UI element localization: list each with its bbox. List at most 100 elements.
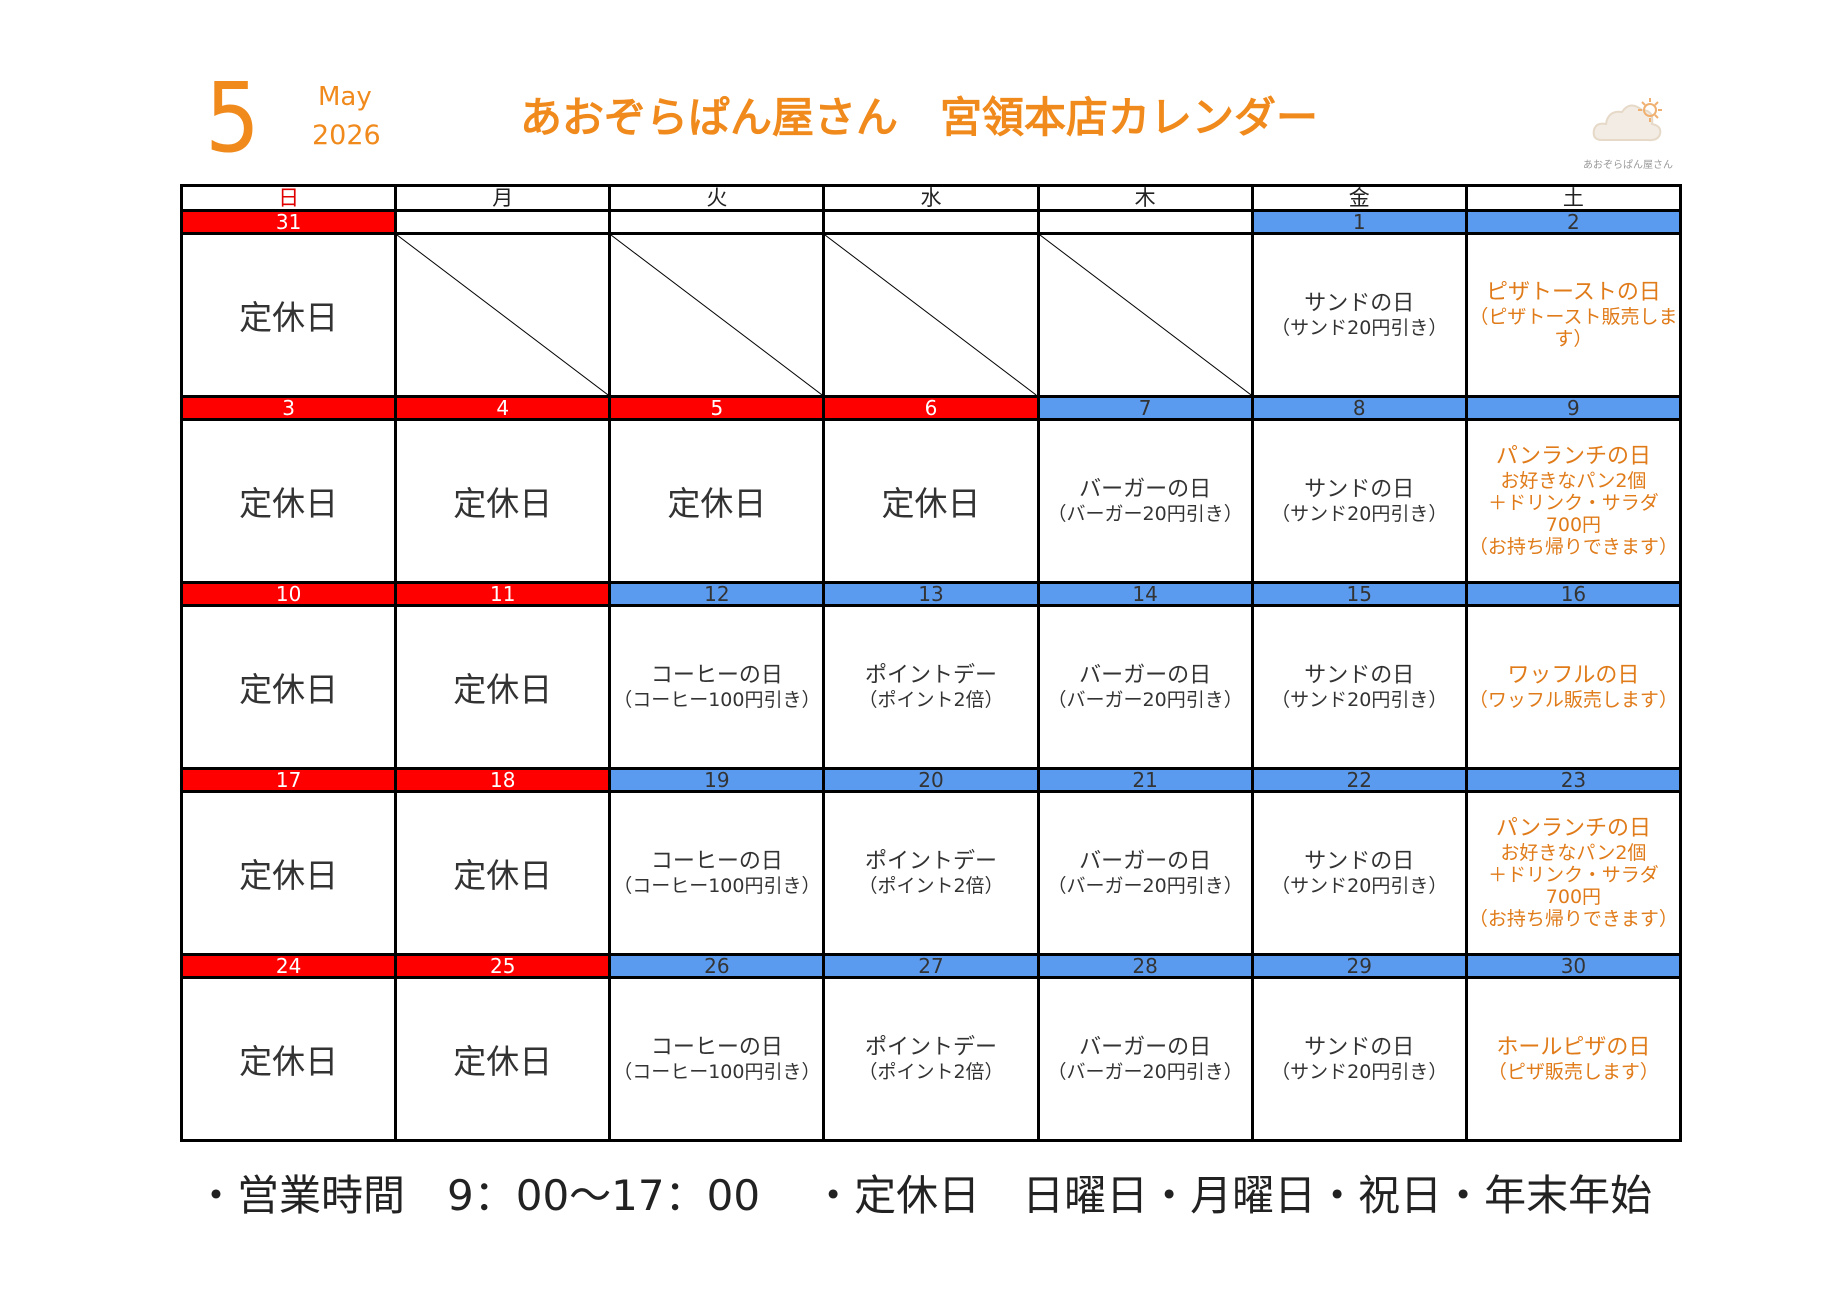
- day-cell: [822, 232, 1040, 398]
- event-line: （サンド20円引き）: [1271, 503, 1448, 525]
- event-line: ワッフルの日: [1507, 663, 1640, 688]
- date: 23: [1560, 768, 1587, 792]
- date: 9: [1567, 396, 1580, 420]
- day-cell: 定休日: [394, 604, 612, 770]
- date: 28: [1132, 954, 1158, 978]
- day-cell: 定休日: [608, 418, 826, 584]
- date-cell: 24: [179, 953, 398, 979]
- event-line: コーヒーの日: [650, 1035, 783, 1060]
- day-cell: サンドの日 （サンド20円引き）: [1250, 232, 1468, 398]
- date-cell: 13: [822, 581, 1040, 607]
- event-line: ポイントデー: [864, 1035, 997, 1060]
- date-cell: 8: [1250, 395, 1468, 421]
- event-line: バーガーの日: [1079, 1035, 1212, 1060]
- day-cell: ポイントデー （ポイント2倍）: [822, 604, 1040, 770]
- diagonal: [1040, 235, 1251, 395]
- date-cell: 12: [608, 581, 826, 607]
- date: 6: [924, 396, 938, 420]
- diagonal-line: [397, 235, 608, 395]
- year: 2026: [312, 120, 381, 151]
- event-line: コーヒーの日: [650, 663, 783, 688]
- date-row: 24 25 26 27 28 29 30: [179, 953, 1683, 979]
- date-cell: 18: [394, 767, 612, 793]
- date: 3: [282, 396, 295, 420]
- body-row: 定休日 定休日 コーヒーの日 （コーヒー100円引き） ポイントデー （ポイント2倍） バー…: [179, 604, 1683, 770]
- day-cell: バーガーの日 （バーガー20円引き）: [1036, 418, 1254, 584]
- date-cell: [394, 209, 612, 235]
- event-line: サンドの日: [1304, 663, 1415, 688]
- event-line: パンランチの日: [1495, 444, 1651, 469]
- date-cell: 22: [1250, 767, 1468, 793]
- event-line: サンドの日: [1304, 849, 1415, 874]
- event-line: （バーガー20円引き）: [1047, 875, 1243, 897]
- event-line: （サンド20円引き）: [1271, 1061, 1448, 1083]
- event-line: ホールピザの日: [1496, 1035, 1651, 1060]
- date: 22: [1346, 768, 1372, 792]
- closed-label: 定休日: [667, 484, 767, 523]
- event-line: サンドの日: [1304, 291, 1415, 316]
- closed-label: 定休日: [453, 856, 553, 895]
- date: 21: [1132, 768, 1158, 792]
- date-cell: 14: [1036, 581, 1254, 607]
- weekday: 木: [1036, 184, 1254, 212]
- date: 20: [918, 768, 944, 792]
- date: 2: [1567, 210, 1580, 234]
- date-cell: [1036, 209, 1254, 235]
- day-cell: ホールピザの日 （ピザ販売します）: [1464, 976, 1683, 1142]
- day-cell: バーガーの日 （バーガー20円引き）: [1036, 790, 1254, 956]
- date: 18: [489, 768, 516, 792]
- weekday-row: 日月火水木金土: [179, 184, 1683, 212]
- footer: ・営業時間 9：00〜17：00 ・定休日 日曜日・月曜日・祝日・年末年始: [195, 1162, 1704, 1223]
- title: あおぞらぱん屋さん 宮領本店カレンダー: [519, 93, 1318, 142]
- day-cell: [394, 232, 612, 398]
- day-cell: バーガーの日 （バーガー20円引き）: [1036, 604, 1254, 770]
- day-cell: バーガーの日 （バーガー20円引き）: [1036, 976, 1254, 1142]
- event-line: （サンド20円引き）: [1271, 317, 1448, 339]
- weekday: 日: [179, 184, 398, 212]
- event-line: パンランチの日: [1495, 816, 1651, 841]
- event-line: ＋ドリンク・サラダ: [1488, 492, 1659, 514]
- event-line: （コーヒー100円引き）: [613, 1061, 821, 1083]
- body-row: 定休日 サンドの日 （サンド20円引き） ピザトーストの日 （ピザトースト販売します）: [179, 232, 1683, 398]
- closed-label: 定休日: [239, 298, 339, 337]
- day-cell: 定休日: [179, 976, 398, 1142]
- event-line: コーヒーの日: [650, 849, 783, 874]
- closed-label: 定休日: [453, 484, 553, 523]
- logo-caption: あおぞらぱん屋さん: [1583, 160, 1673, 171]
- closed-label: 定休日: [239, 856, 339, 895]
- date-cell: 17: [179, 767, 398, 793]
- date-cell: 30: [1464, 953, 1683, 979]
- date: 8: [1352, 396, 1366, 420]
- date-cell: 5: [608, 395, 826, 421]
- date-cell: [608, 209, 826, 235]
- day-cell: コーヒーの日 （コーヒー100円引き）: [608, 976, 826, 1142]
- diagonal-line: [825, 235, 1036, 395]
- date: 24: [275, 954, 302, 978]
- event-line: お好きなパン2個: [1500, 842, 1647, 864]
- event-line: （バーガー20円引き）: [1047, 1061, 1243, 1083]
- calendar: 日月火水木金土 31 1 2 定休日 サンドの日 （サンド20円引き） ピザトーストの日 （ピザ…: [179, 184, 1683, 1142]
- date-row: 17 18 19 20 21 22 23: [179, 767, 1683, 793]
- event-line: サンドの日: [1304, 1035, 1415, 1060]
- event-line: お好きなパン2個: [1500, 470, 1647, 492]
- event-line: バーガーの日: [1079, 477, 1212, 502]
- event-line: ピザトーストの日: [1485, 280, 1661, 305]
- day-cell: コーヒーの日 （コーヒー100円引き）: [608, 790, 826, 956]
- date-cell: 7: [1036, 395, 1254, 421]
- day-cell: 定休日: [179, 790, 398, 956]
- closed-label: 定休日: [239, 1042, 339, 1081]
- month-number: 5: [205, 62, 260, 174]
- date-cell: 26: [608, 953, 826, 979]
- date-cell: 25: [394, 953, 612, 979]
- day-cell: 定休日: [179, 232, 398, 398]
- day-cell: サンドの日 （サンド20円引き）: [1250, 976, 1468, 1142]
- date: 12: [704, 582, 730, 606]
- date: 26: [704, 954, 730, 978]
- date: 31: [275, 210, 302, 234]
- date-cell: 4: [394, 395, 612, 421]
- day-cell: 定休日: [394, 790, 612, 956]
- date-cell: 11: [394, 581, 612, 607]
- date-cell: 28: [1036, 953, 1254, 979]
- date-cell: 21: [1036, 767, 1254, 793]
